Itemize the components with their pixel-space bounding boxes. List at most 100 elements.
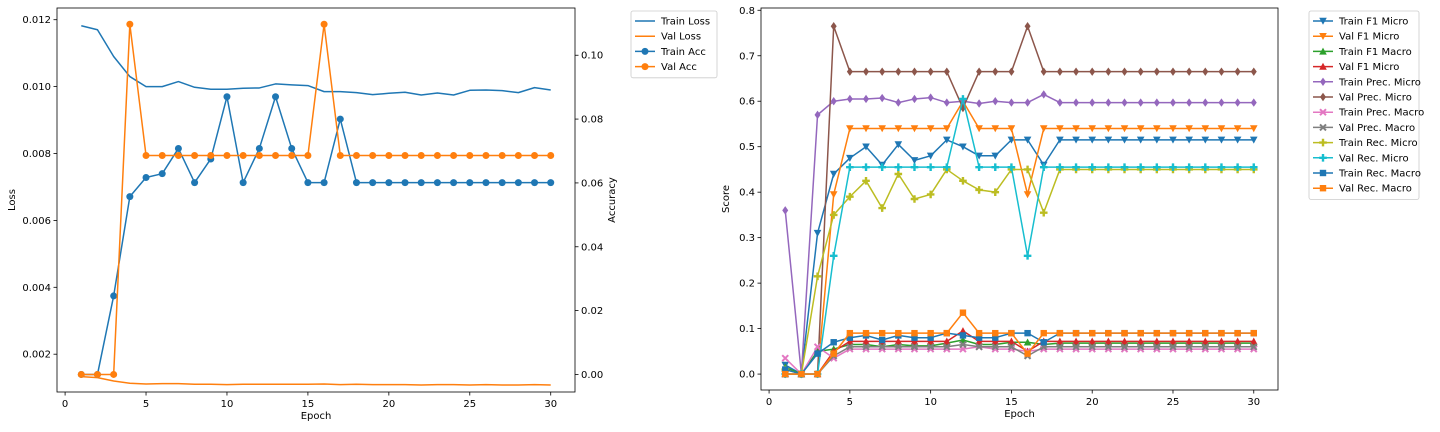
- data-point: [975, 163, 983, 171]
- data-point: [1233, 125, 1242, 133]
- data-point: [1185, 136, 1193, 144]
- data-point: [910, 337, 919, 345]
- data-point: [992, 97, 999, 106]
- data-point: [975, 125, 983, 133]
- data-point: [352, 151, 360, 159]
- data-point: [829, 211, 838, 219]
- data-point: [894, 170, 903, 178]
- data-point: [158, 170, 166, 178]
- data-point: [1073, 98, 1080, 107]
- data-point: [1120, 136, 1129, 144]
- data-point: [288, 151, 296, 159]
- y-right-tick-label: 0.00: [581, 370, 603, 381]
- data-point: [814, 350, 821, 357]
- series-line: [784, 139, 1254, 375]
- y-right-axis-label: Accuracy: [607, 177, 618, 223]
- data-point: [926, 190, 935, 199]
- data-point: [1023, 191, 1032, 199]
- data-point: [959, 103, 966, 113]
- data-point: [846, 67, 853, 76]
- x-tick-label: 25: [463, 399, 476, 410]
- data-point: [1250, 98, 1257, 107]
- data-point: [1201, 343, 1210, 351]
- data-point: [959, 95, 967, 103]
- data-point: [1039, 125, 1048, 133]
- data-point: [1088, 125, 1097, 133]
- legend-label: Val Prec. Macro: [1339, 123, 1415, 134]
- data-point: [1056, 343, 1064, 351]
- data-point: [846, 154, 854, 162]
- data-point: [942, 125, 951, 133]
- data-point: [1104, 136, 1113, 144]
- data-point: [1121, 98, 1128, 107]
- data-point: [959, 340, 967, 349]
- data-point: [320, 179, 328, 187]
- y-tick-label: 0.3: [739, 233, 755, 244]
- legend-box: [630, 10, 718, 79]
- data-point: [992, 329, 999, 337]
- data-point: [943, 67, 950, 76]
- data-point: [829, 191, 838, 199]
- data-point: [531, 179, 539, 187]
- data-point: [352, 179, 360, 187]
- series-line: [785, 25, 1254, 375]
- data-point: [942, 337, 951, 345]
- data-point: [1105, 98, 1112, 107]
- data-point: [991, 125, 1000, 133]
- data-point: [991, 163, 1000, 171]
- data-point: [1234, 329, 1241, 337]
- y-right-tick-label: 0.08: [581, 115, 603, 126]
- data-point: [862, 329, 870, 337]
- data-point: [782, 370, 789, 378]
- data-point: [126, 20, 134, 28]
- data-point: [1185, 125, 1193, 133]
- legend-entry: Val F1 Micro: [1313, 32, 1399, 43]
- data-point: [1169, 329, 1177, 337]
- data-point: [878, 204, 886, 212]
- data-point: [894, 141, 903, 149]
- data-point: [1023, 165, 1032, 174]
- data-point: [927, 93, 934, 102]
- data-point: [239, 179, 247, 187]
- data-point: [814, 110, 821, 120]
- series-val-loss: [81, 375, 551, 386]
- data-point: [830, 350, 837, 357]
- data-point: [910, 163, 919, 171]
- data-point: [943, 329, 950, 337]
- data-point: [1217, 136, 1226, 144]
- data-point: [959, 143, 967, 151]
- legend-label: Train F1 Macro: [1338, 47, 1412, 58]
- score-chart: 0 5 10 15 20 25 30 0.0 0.1 0.2 0.3 0.4 0.5 0.6 0.7 0.8 E…: [721, 6, 1424, 420]
- data-point: [1120, 343, 1129, 351]
- legend-entry: Train F1 Macro: [1313, 47, 1412, 58]
- legend-marker: [1319, 185, 1327, 192]
- data-point: [1137, 67, 1144, 76]
- data-point: [1249, 337, 1258, 345]
- data-point: [1056, 163, 1064, 171]
- data-point: [782, 366, 789, 373]
- data-point: [1250, 329, 1257, 337]
- x-tick-label: 5: [847, 397, 853, 408]
- series-val-rec-macro: [782, 309, 1257, 378]
- data-point: [174, 151, 182, 159]
- series-line: [81, 23, 551, 376]
- data-point: [1007, 337, 1016, 345]
- data-point: [1072, 125, 1080, 133]
- data-point: [1104, 337, 1113, 345]
- data-point: [959, 177, 967, 185]
- data-point: [1008, 98, 1015, 107]
- data-point: [1185, 337, 1193, 345]
- data-point: [992, 67, 999, 76]
- data-point: [531, 151, 539, 159]
- data-point: [830, 339, 837, 346]
- y-right-tick-label: 0.06: [581, 178, 603, 189]
- legend-entry: Train F1 Micro: [1313, 17, 1408, 28]
- legend-label: Val F1 Micro: [1339, 32, 1399, 43]
- data-point: [191, 151, 199, 159]
- data-point: [514, 179, 522, 187]
- data-point: [1217, 343, 1226, 351]
- data-point: [1120, 163, 1129, 171]
- data-point: [813, 272, 822, 281]
- data-point: [927, 329, 934, 337]
- data-point: [926, 337, 935, 345]
